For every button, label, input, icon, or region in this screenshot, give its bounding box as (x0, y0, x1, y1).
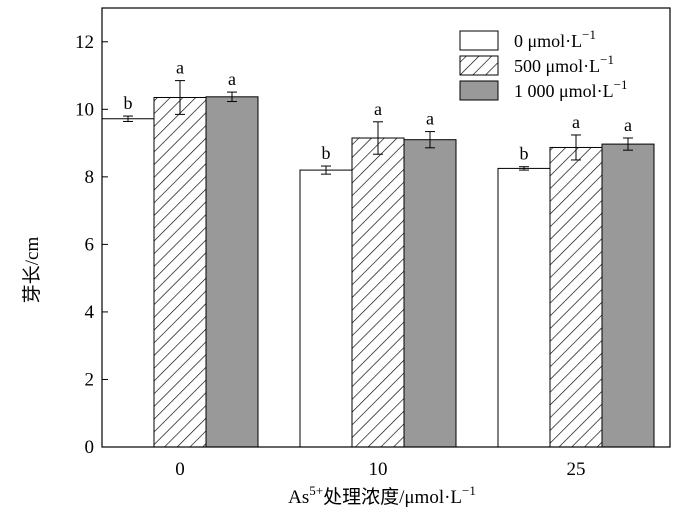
legend-swatch-1 (459, 55, 499, 76)
axes-layer (101, 7, 671, 448)
y-tick-label-12: 12 (75, 32, 94, 53)
legend-label-0-exp: −1 (582, 27, 596, 42)
significance-label-s0-c2: b (520, 144, 529, 164)
bar-s0-c1 (299, 169, 353, 448)
significance-label-s2-c0: a (228, 69, 236, 89)
legend-label-1-text: 500 μmol·L (514, 56, 600, 76)
x-axis-label-exponent: −1 (462, 483, 476, 498)
bar-s1-c1 (351, 137, 405, 448)
legend-label-0-text: 0 μmol·L (514, 31, 582, 51)
y-tick-label-0: 0 (85, 437, 95, 458)
x-tick-label-25: 25 (567, 459, 586, 480)
ticks-layer: 0 2 4 6 8 10 12 0 10 25 (75, 32, 586, 480)
significance-label-s1-c0: a (176, 58, 184, 78)
y-tick-label-4: 4 (85, 302, 95, 323)
significance-label-s2-c1: a (426, 109, 434, 129)
y-tick-label-8: 8 (85, 167, 95, 188)
bar-s0-c2 (497, 167, 551, 448)
significance-label-s0-c0: b (124, 93, 133, 113)
significance-label-s2-c2: a (624, 115, 632, 135)
y-tick-label-2: 2 (85, 369, 95, 390)
plot-frame (101, 7, 671, 448)
bar-s1-c2 (549, 146, 603, 448)
x-tick-label-0: 0 (175, 459, 185, 480)
x-axis-label-prefix: As (288, 487, 309, 508)
y-tick-label-10: 10 (75, 99, 94, 120)
x-axis-label-middle: 处理浓度/μmol·L (323, 486, 462, 508)
significance-label-s1-c2: a (572, 112, 580, 132)
legend-label-2-exp: −1 (614, 77, 628, 92)
x-axis-label: As5+处理浓度/μmol·L−1 (288, 483, 476, 508)
bar-s2-c0 (205, 96, 259, 448)
legend-swatch-2 (459, 80, 499, 101)
bar-s1-c0 (153, 96, 207, 448)
bar-s0-c0 (101, 118, 155, 448)
legend-swatch-0 (459, 30, 499, 51)
significance-label-s0-c1: b (322, 143, 331, 163)
legend-label-0: 0 μmol·L−1 (514, 27, 596, 51)
legend: 0 μmol·L−1 500 μmol·L−1 1 000 μmol·L−1 (459, 27, 628, 101)
x-axis-label-superscript: 5+ (309, 483, 323, 498)
y-axis-label: 芽长/cm (21, 237, 43, 304)
legend-label-1: 500 μmol·L−1 (514, 52, 614, 76)
legend-label-2-text: 1 000 μmol·L (514, 81, 614, 101)
bar-s2-c2 (601, 143, 655, 448)
legend-label-1-exp: −1 (600, 52, 614, 67)
bar-s2-c1 (403, 139, 457, 448)
bars-layer: b b b a a a a a a (101, 58, 655, 448)
legend-label-2: 1 000 μmol·L−1 (514, 77, 628, 101)
significance-label-s1-c1: a (374, 99, 382, 119)
x-tick-label-10: 10 (369, 459, 388, 480)
y-tick-label-6: 6 (85, 234, 95, 255)
